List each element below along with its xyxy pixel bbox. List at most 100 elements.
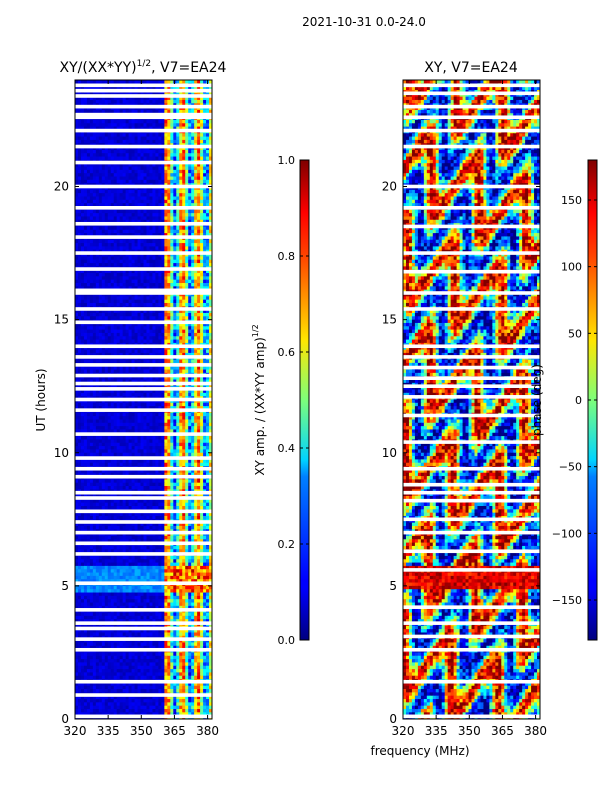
heatmap-cell: [119, 169, 124, 174]
heatmap-cell: [188, 99, 192, 104]
heatmap-cell: [89, 349, 94, 354]
heatmap-cell: [110, 283, 115, 287]
heatmap-cell: [152, 233, 157, 238]
heatmap-cell: [149, 259, 154, 264]
heatmap-cell: [197, 269, 201, 274]
heatmap-cell: [191, 273, 195, 277]
heatmap-cell: [95, 219, 100, 224]
heatmap-cell: [86, 216, 91, 221]
heatmap-cell: [77, 416, 82, 421]
heatmap-cell: [95, 273, 100, 277]
heatmap-cell: [107, 283, 112, 287]
heatmap-cell: [137, 196, 142, 201]
heatmap-cell: [110, 439, 115, 444]
heatmap-cell: [170, 332, 174, 337]
heatmap-cell: [92, 339, 97, 344]
heatmap-cell: [140, 163, 145, 168]
heatmap-cell: [98, 179, 103, 184]
heatmap-cell: [179, 253, 183, 257]
heatmap-cell: [176, 96, 180, 101]
heatmap-cell: [98, 173, 103, 178]
heatmap-cell: [161, 243, 165, 248]
heatmap-cell: [86, 402, 91, 407]
heatmap-cell: [173, 166, 177, 171]
heatmap-cell: [197, 412, 201, 417]
heatmap-cell: [107, 406, 112, 411]
heatmap-cell: [137, 402, 142, 407]
heatmap-cell: [173, 186, 177, 191]
heatmap-cell: [86, 273, 91, 277]
heatmap-cell: [122, 226, 127, 231]
heatmap-cell: [209, 399, 212, 404]
heatmap-cell: [203, 436, 207, 441]
heatmap-cell: [137, 253, 142, 257]
heatmap-cell: [110, 203, 115, 208]
heatmap-cell: [194, 422, 198, 427]
heatmap-cell: [128, 259, 133, 264]
heatmap-cell: [77, 259, 82, 264]
heatmap-cell: [131, 376, 136, 381]
heatmap-cell: [86, 283, 91, 287]
heatmap-cell: [200, 436, 204, 441]
heatmap-cell: [75, 126, 79, 131]
heatmap-cell: [209, 369, 212, 374]
heatmap-cell: [110, 109, 115, 114]
heatmap-cell: [125, 166, 130, 171]
heatmap-cell: [173, 119, 177, 124]
heatmap-cell: [98, 283, 103, 287]
heatmap-cell: [167, 379, 171, 384]
heatmap-cell: [101, 309, 106, 314]
heatmap-cell: [131, 416, 136, 421]
heatmap-cell: [131, 316, 136, 321]
heatmap-cell: [161, 203, 165, 208]
heatmap-cell: [137, 412, 142, 417]
heatmap-cell: [75, 173, 79, 178]
heatmap-cell: [116, 339, 121, 344]
heatmap-cell: [179, 216, 183, 221]
heatmap-cell: [182, 189, 186, 194]
heatmap-cell: [185, 176, 189, 181]
heatmap-cell: [161, 283, 165, 287]
heatmap-cell: [188, 166, 192, 171]
heatmap-cell: [179, 213, 183, 218]
heatmap-cell: [89, 80, 94, 84]
heatmap-cell: [86, 166, 91, 171]
heatmap-cell: [158, 359, 162, 364]
heatmap-cell: [188, 199, 192, 204]
heatmap-cell: [161, 139, 165, 144]
heatmap-cell: [110, 366, 115, 371]
heatmap-cell: [137, 416, 142, 421]
heatmap-cell: [140, 439, 145, 444]
heatmap-cell: [146, 163, 151, 168]
heatmap-cell: [158, 302, 162, 307]
heatmap-cell: [137, 326, 142, 331]
heatmap-cell: [188, 402, 192, 407]
heatmap-cell: [131, 329, 136, 334]
heatmap-cell: [194, 163, 198, 168]
heatmap-cell: [182, 133, 186, 138]
heatmap-cell: [125, 296, 130, 301]
heatmap-cell: [104, 253, 109, 257]
heatmap-cell: [101, 153, 106, 158]
heatmap-cell: [107, 439, 112, 444]
heatmap-cell: [131, 322, 136, 327]
heatmap-cell: [182, 309, 186, 314]
heatmap-cell: [119, 216, 124, 221]
heatmap-cell: [209, 109, 212, 114]
heatmap-cell: [83, 332, 88, 337]
heatmap-cell: [158, 349, 162, 354]
heatmap-cell: [194, 239, 198, 244]
heatmap-cell: [146, 326, 151, 331]
heatmap-cell: [209, 339, 212, 344]
heatmap-cell: [134, 339, 139, 344]
heatmap-cell: [203, 169, 207, 174]
heatmap-cell: [137, 243, 142, 248]
heatmap-cell: [98, 322, 103, 327]
heatmap-cell: [137, 209, 142, 214]
heatmap-cell: [182, 153, 186, 158]
heatmap-cell: [197, 253, 201, 257]
heatmap-cell: [92, 99, 97, 104]
heatmap-cell: [173, 256, 177, 261]
heatmap-cell: [191, 339, 195, 344]
heatmap-cell: [182, 243, 186, 248]
